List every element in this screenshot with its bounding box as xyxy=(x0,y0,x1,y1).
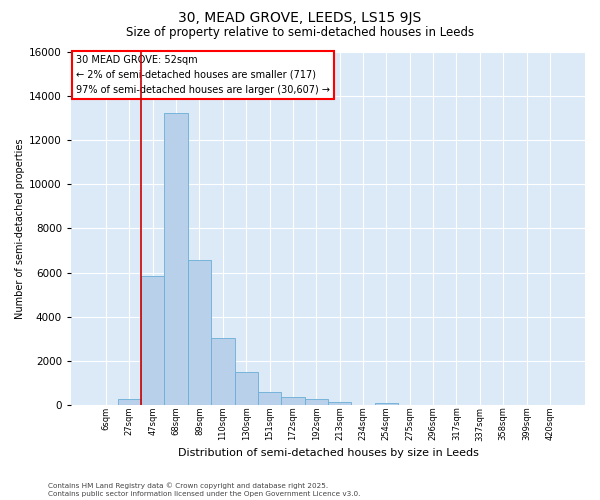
Bar xyxy=(164,114,188,405)
Bar xyxy=(141,276,164,405)
Text: Size of property relative to semi-detached houses in Leeds: Size of property relative to semi-detach… xyxy=(126,26,474,39)
Text: Contains HM Land Registry data © Crown copyright and database right 2025.: Contains HM Land Registry data © Crown c… xyxy=(48,482,328,489)
Text: 30 MEAD GROVE: 52sqm
← 2% of semi-detached houses are smaller (717)
97% of semi-: 30 MEAD GROVE: 52sqm ← 2% of semi-detach… xyxy=(76,55,330,94)
Bar xyxy=(258,392,281,405)
Bar xyxy=(118,398,141,405)
Text: 30, MEAD GROVE, LEEDS, LS15 9JS: 30, MEAD GROVE, LEEDS, LS15 9JS xyxy=(178,11,422,25)
Bar xyxy=(281,398,305,405)
Y-axis label: Number of semi-detached properties: Number of semi-detached properties xyxy=(15,138,25,318)
Bar xyxy=(328,402,352,405)
X-axis label: Distribution of semi-detached houses by size in Leeds: Distribution of semi-detached houses by … xyxy=(178,448,478,458)
Bar xyxy=(235,372,258,405)
Bar xyxy=(211,338,235,405)
Text: Contains public sector information licensed under the Open Government Licence v3: Contains public sector information licen… xyxy=(48,491,361,497)
Bar xyxy=(375,403,398,405)
Bar xyxy=(305,399,328,405)
Bar xyxy=(188,260,211,405)
